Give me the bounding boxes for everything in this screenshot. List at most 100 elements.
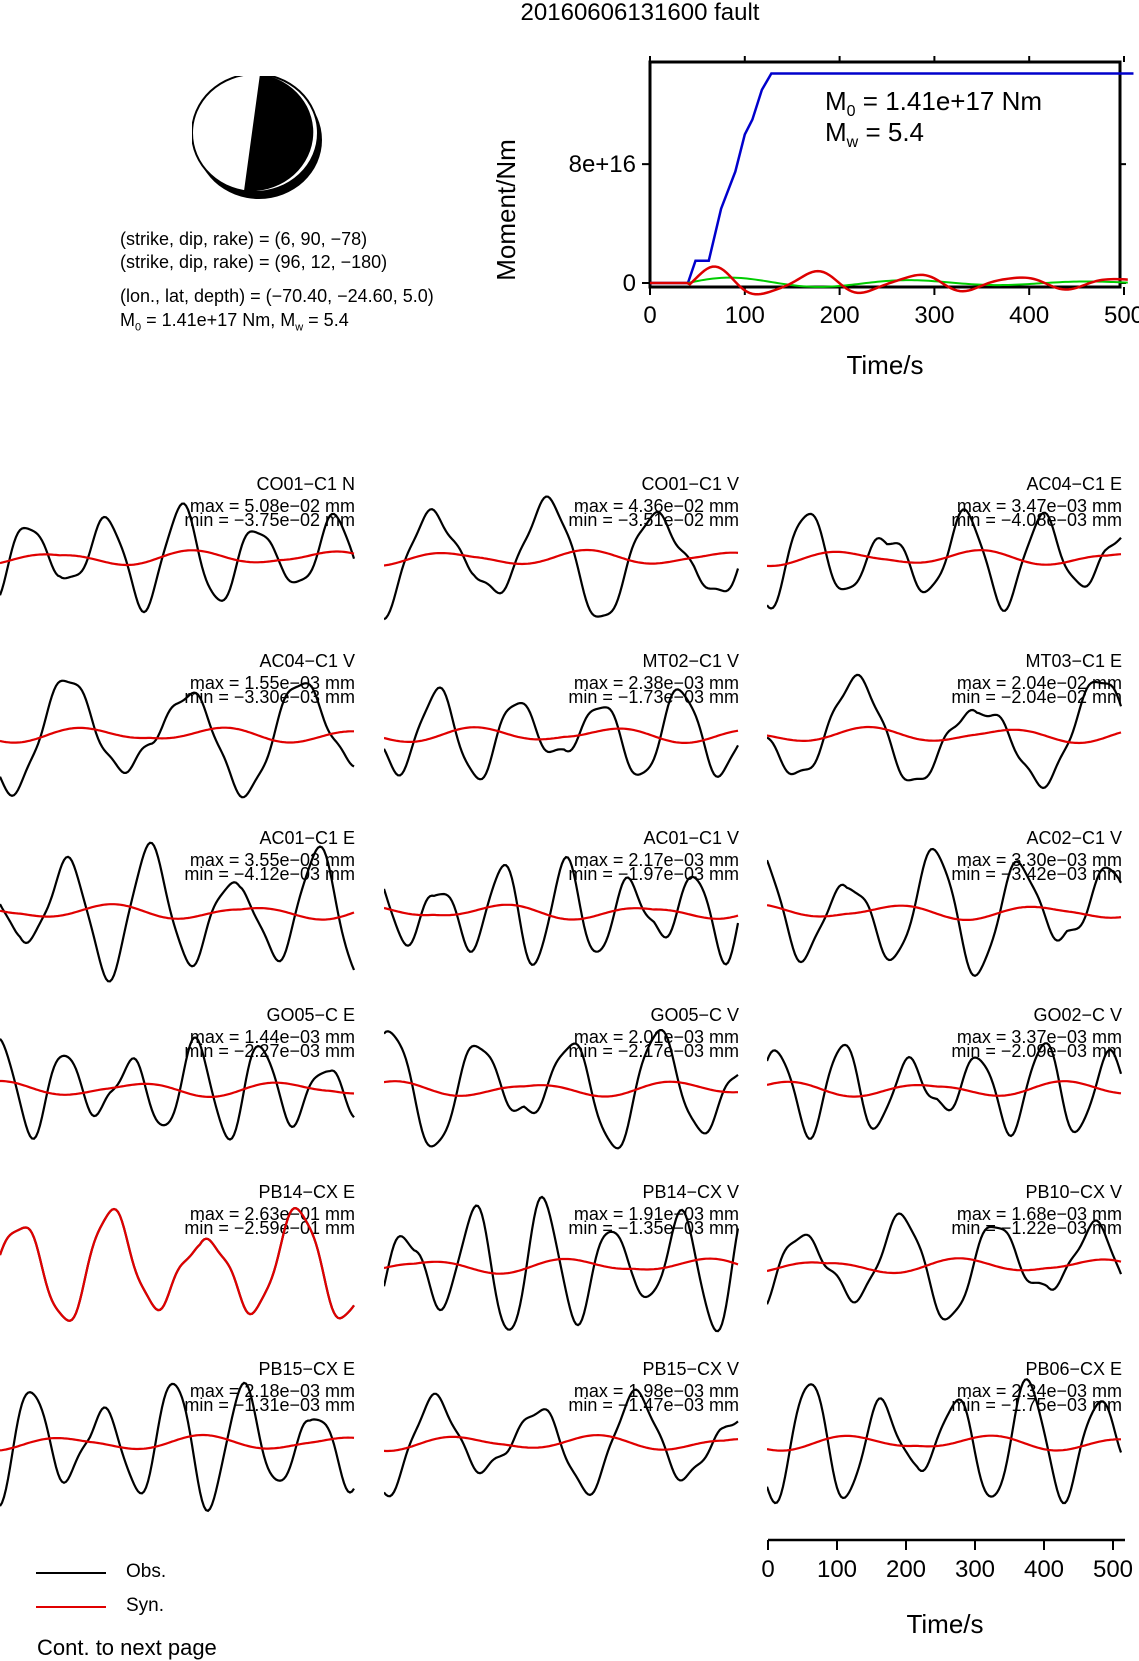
observed-trace-line bbox=[384, 1388, 739, 1498]
trace-max-text: max = 1.68e−03 mm bbox=[956, 1204, 1122, 1224]
trace-plot bbox=[384, 495, 739, 621]
trace-max-text: max = 1.98e−03 mm bbox=[573, 1381, 739, 1401]
trace-plot bbox=[384, 1029, 739, 1150]
stf-green-line bbox=[650, 276, 1128, 288]
trace-plot bbox=[767, 673, 1122, 790]
stf-xtick-label: 400 bbox=[1009, 302, 1049, 329]
trace-station-text: GO05−C E bbox=[266, 1005, 355, 1025]
trace-min-text: min = −1.47e−03 mm bbox=[568, 1395, 739, 1415]
time-axis-tick-label: 0 bbox=[761, 1556, 774, 1583]
stf-m0-annotation: M0 = 1.41e+17 Nm bbox=[825, 86, 1042, 120]
trace-plot bbox=[767, 1042, 1122, 1140]
observed-trace-line bbox=[767, 1378, 1122, 1505]
trace-max-text: max = 1.91e−03 mm bbox=[573, 1204, 739, 1224]
synthetic-trace-line bbox=[767, 1434, 1121, 1452]
trace-station-text: PB06−CX E bbox=[1025, 1359, 1122, 1379]
synthetic-trace-line bbox=[767, 904, 1122, 922]
trace-station-text: CO01−C1 V bbox=[641, 474, 739, 494]
trace-plot bbox=[384, 1388, 739, 1498]
trace-station-text: GO02−C V bbox=[1033, 1005, 1122, 1025]
trace-max-text: max = 3.47e−03 mm bbox=[956, 496, 1122, 516]
synthetic-trace-line bbox=[767, 1257, 1122, 1275]
trace-plot bbox=[767, 1212, 1122, 1321]
trace-min-text: min = −3.51e−02 mm bbox=[568, 510, 739, 530]
moment-rate-chart: 0 100 200 300 400 500 0 8e+16 Moment/Nm Time/s M0 … bbox=[491, 56, 1139, 380]
observed-trace-line bbox=[0, 1381, 355, 1513]
trace-plot bbox=[0, 1036, 355, 1141]
stf-ylabel: Moment/Nm bbox=[491, 139, 521, 281]
time-axis: 0 100 200 300 400 500 Time/s bbox=[761, 1538, 1133, 1639]
stf-xtick-label: 0 bbox=[643, 302, 656, 329]
trace-station-text: AC01−C1 V bbox=[643, 828, 739, 848]
footer-note: Cont. to next page bbox=[37, 1635, 217, 1660]
trace-station-text: PB14−CX V bbox=[642, 1182, 739, 1202]
trace-min-text: min = −2.04e−02 mm bbox=[951, 687, 1122, 707]
observed-trace-line bbox=[384, 1195, 739, 1333]
trace-plot bbox=[767, 847, 1122, 977]
synthetic-trace-line bbox=[0, 903, 355, 921]
synthetic-trace-line bbox=[0, 1079, 355, 1099]
trace-min-text: min = −2.09e−03 mm bbox=[951, 1041, 1122, 1061]
trace-max-text: max = 1.55e−03 mm bbox=[189, 673, 355, 693]
observed-trace-line bbox=[0, 679, 355, 799]
moment-magnitude-line: M0 = 1.41e+17 Nm, Mw = 5.4 bbox=[120, 310, 349, 334]
trace-max-text: max = 2.38e−03 mm bbox=[573, 673, 739, 693]
trace-min-text: min = −3.30e−03 mm bbox=[184, 687, 355, 707]
obs-line-swatch bbox=[36, 1572, 106, 1574]
syn-line-swatch bbox=[36, 1606, 106, 1608]
trace-max-text: max = 2.63e−01 mm bbox=[189, 1204, 355, 1224]
time-axis-tick-label: 200 bbox=[886, 1556, 926, 1583]
mechanism-line-3: (lon., lat, depth) = (−70.40, −24.60, 5.… bbox=[120, 286, 434, 306]
trace-station-text: AC04−C1 E bbox=[1026, 474, 1122, 494]
trace-min-text: min = −2.17e−03 mm bbox=[568, 1041, 739, 1061]
trace-max-text: max = 2.17e−03 mm bbox=[573, 850, 739, 870]
time-axis-tick-label: 500 bbox=[1093, 1556, 1133, 1583]
synthetic-trace-line bbox=[0, 549, 355, 567]
stf-xtick-label: 300 bbox=[914, 302, 954, 329]
trace-station-text: MT02−C1 V bbox=[642, 651, 739, 671]
trace-max-text: max = 2.34e−03 mm bbox=[956, 1381, 1122, 1401]
synthetic-trace-line bbox=[0, 726, 354, 744]
legend-syn-label: Syn. bbox=[126, 1595, 165, 1616]
trace-min-text: min = −1.22e−03 mm bbox=[951, 1218, 1122, 1238]
stf-xtick-label: 500 bbox=[1104, 302, 1139, 329]
synthetic-trace-line bbox=[767, 1080, 1122, 1098]
synthetic-trace-line bbox=[384, 903, 739, 921]
trace-station-text: AC01−C1 E bbox=[259, 828, 355, 848]
observed-trace-line bbox=[767, 1212, 1122, 1321]
trace-plot bbox=[0, 1207, 355, 1322]
trace-min-text: min = −1.73e−03 mm bbox=[568, 687, 739, 707]
observed-trace-line bbox=[384, 855, 739, 966]
observed-trace-line bbox=[767, 508, 1122, 612]
observed-trace-line bbox=[384, 686, 739, 781]
trace-min-text: min = −3.42e−03 mm bbox=[951, 864, 1122, 884]
trace-max-text: max = 3.30e−03 mm bbox=[956, 850, 1122, 870]
observed-trace-line bbox=[0, 841, 355, 983]
trace-plot bbox=[384, 686, 739, 781]
synthetic-trace-line bbox=[0, 1433, 355, 1452]
beachball-icon bbox=[192, 76, 322, 199]
trace-plot bbox=[767, 508, 1122, 612]
stf-mw-annotation: Mw = 5.4 bbox=[825, 117, 924, 151]
observed-trace-line bbox=[384, 1029, 739, 1150]
stf-xtick-label: 100 bbox=[725, 302, 765, 329]
trace-station-text: GO05−C V bbox=[650, 1005, 739, 1025]
trace-max-text: max = 5.08e−02 mm bbox=[189, 496, 355, 516]
observed-trace-line bbox=[767, 1042, 1122, 1140]
trace-plot bbox=[384, 855, 739, 966]
trace-plot bbox=[0, 679, 355, 799]
trace-max-text: max = 2.04e−02 mm bbox=[956, 673, 1122, 693]
synthetic-trace-line bbox=[0, 1207, 355, 1322]
trace-max-text: max = 1.44e−03 mm bbox=[189, 1027, 355, 1047]
observed-trace-line bbox=[0, 502, 355, 614]
trace-min-text: min = −3.75e−02 mm bbox=[184, 510, 355, 530]
stf-xtick-label: 200 bbox=[820, 302, 860, 329]
stf-ytick-label: 0 bbox=[623, 270, 636, 297]
